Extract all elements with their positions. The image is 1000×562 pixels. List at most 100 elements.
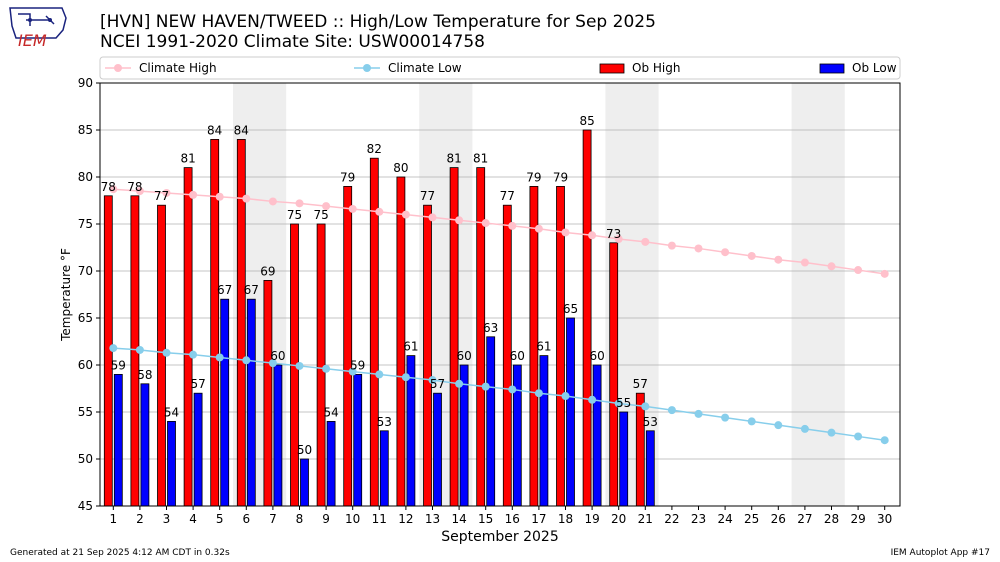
climate-low-point <box>534 389 543 398</box>
generated-timestamp: Generated at 21 Sep 2025 4:12 AM CDT in … <box>10 548 230 558</box>
climate-low-point <box>135 345 144 354</box>
climate-high-point <box>641 237 650 246</box>
ob-high-bar <box>183 167 193 507</box>
ob-low-value-label: 60 <box>456 349 471 363</box>
x-tick-label: 6 <box>242 512 250 526</box>
climate-low-point <box>641 402 650 411</box>
x-tick-label: 21 <box>638 512 653 526</box>
ob-high-value-label: 78 <box>101 180 116 194</box>
climate-high-point <box>215 192 224 201</box>
ob-low-value-label: 59 <box>111 358 126 372</box>
ob-high-bar <box>263 279 273 507</box>
x-tick-label: 2 <box>136 512 144 526</box>
ob-high-bar <box>582 129 592 507</box>
climate-low-point <box>667 406 676 415</box>
climate-high-point <box>614 235 623 244</box>
x-tick-label: 15 <box>478 512 493 526</box>
ob-low-bar <box>433 392 442 507</box>
x-tick-label: 24 <box>717 512 732 526</box>
ob-low-bar <box>592 364 602 507</box>
ob-high-bar <box>316 223 326 507</box>
ob-high-value-label: 57 <box>633 377 648 391</box>
climate-low-legend-label: Climate Low <box>388 61 462 75</box>
ob-low-value-label: 59 <box>350 358 365 372</box>
ob-low-value-label: 65 <box>563 302 578 316</box>
plot-frame <box>99 82 901 507</box>
ob-low-bar <box>167 420 176 507</box>
ob-low-bar <box>300 458 309 507</box>
x-tick-label: 30 <box>877 512 892 526</box>
ob-high-legend-label: Ob High <box>632 61 680 75</box>
ob-high-value-label: 73 <box>606 227 621 241</box>
climate-low-point <box>189 350 198 359</box>
ob-low-value-label: 60 <box>270 349 285 363</box>
chart-title: [HVN] NEW HAVEN/TWEED :: High/Low Temper… <box>100 12 656 32</box>
climate-high-point <box>588 231 597 240</box>
ob-low-bar <box>566 317 575 507</box>
x-tick-label: 17 <box>531 512 546 526</box>
climate-low-point <box>694 409 703 418</box>
ob-high-value-label: 81 <box>446 152 461 166</box>
x-tick-label: 12 <box>398 512 413 526</box>
climate-high-point <box>880 269 889 278</box>
ob-low-value-label: 60 <box>510 349 525 363</box>
ob-low-value-label: 57 <box>190 377 205 391</box>
ob-low-bar <box>326 420 336 507</box>
ob-low-bar <box>645 430 655 507</box>
climate-low-point <box>109 344 118 353</box>
x-tick-label: 26 <box>771 512 786 526</box>
ob-high-value-label: 81 <box>473 152 488 166</box>
climate-high-point <box>189 190 198 199</box>
climate-high-point <box>561 228 570 237</box>
ob-high-value-label: 79 <box>340 170 355 184</box>
x-axis-label: September 2025 <box>441 529 558 545</box>
ob-low-value-label: 63 <box>483 321 498 335</box>
ob-low-bar <box>353 373 363 507</box>
ob-low-value-label: 53 <box>377 415 392 429</box>
ob-high-value-label: 75 <box>313 208 328 222</box>
ob-high-value-label: 84 <box>207 123 222 137</box>
climate-low-point <box>242 356 251 365</box>
climate-low-point <box>375 370 384 379</box>
climate-low-line <box>113 347 885 441</box>
ob-low-value-label: 55 <box>616 396 631 410</box>
x-tick-label: 3 <box>163 512 171 526</box>
climate-high-point <box>854 266 863 275</box>
x-tick-label: 27 <box>797 512 812 526</box>
ob-low-value-label: 61 <box>403 340 418 354</box>
climate-low-point <box>747 417 756 426</box>
ob-low-bar <box>379 430 389 507</box>
x-tick-label: 13 <box>425 512 440 526</box>
climate-low-point <box>481 382 490 391</box>
climate-low-point <box>215 353 224 362</box>
climate-high-legend-marker <box>114 64 122 72</box>
ob-low-value-label: 67 <box>244 283 259 297</box>
climate-high-point <box>667 241 676 250</box>
y-tick-label: 65 <box>78 311 93 325</box>
climate-high-line <box>113 188 885 275</box>
climate-high-point <box>375 207 384 216</box>
ob-high-bar <box>635 392 645 507</box>
climate-high-point <box>800 258 809 267</box>
x-tick-label: 29 <box>850 512 865 526</box>
ob-high-value-label: 78 <box>127 180 142 194</box>
climate-low-legend-marker <box>363 64 371 72</box>
x-tick-label: 25 <box>744 512 759 526</box>
y-tick-label: 50 <box>78 452 93 466</box>
x-tick-label: 22 <box>664 512 679 526</box>
climate-high-point <box>827 262 836 271</box>
climate-high-point <box>109 185 118 194</box>
y-tick-label: 90 <box>78 76 93 90</box>
x-tick-label: 7 <box>269 512 277 526</box>
ob-low-bar <box>273 364 283 507</box>
x-tick-label: 16 <box>505 512 520 526</box>
svg-text:IEM: IEM <box>18 31 47 48</box>
ob-high-value-label: 79 <box>526 170 541 184</box>
climate-low-point <box>800 424 809 433</box>
climate-low-point <box>455 379 464 388</box>
climate-high-point <box>694 244 703 253</box>
climate-low-point <box>561 392 570 401</box>
climate-lines <box>109 185 889 445</box>
ob-high-value-label: 81 <box>180 152 195 166</box>
